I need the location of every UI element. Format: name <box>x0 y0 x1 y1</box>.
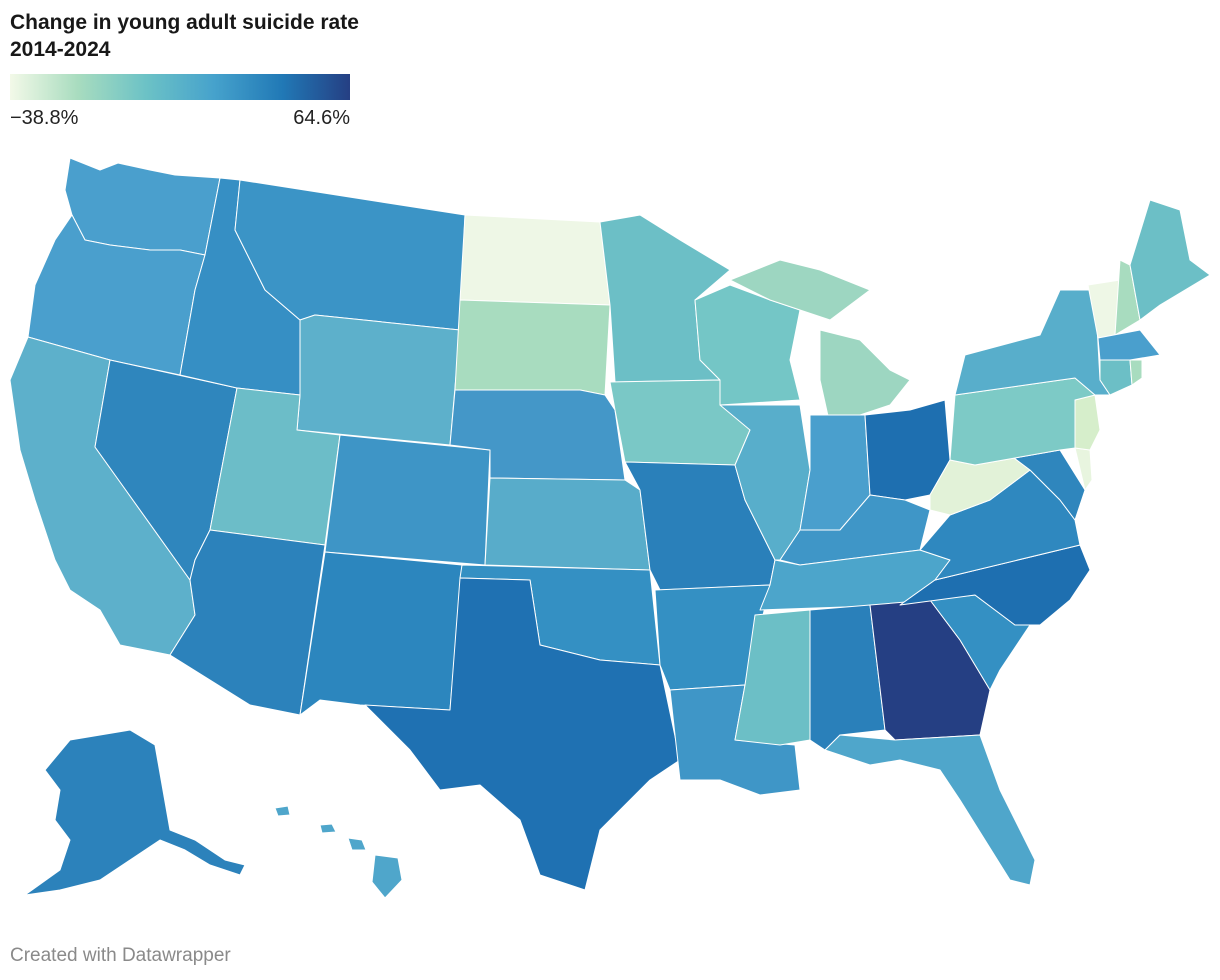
state-texas[interactable] <box>364 577 681 891</box>
state-maine[interactable] <box>1129 199 1211 321</box>
legend-gradient-bar <box>10 74 350 100</box>
us-choropleth-map <box>9 157 1211 899</box>
state-south-dakota[interactable] <box>454 299 611 396</box>
state-kansas[interactable] <box>484 477 651 571</box>
state-alaska[interactable] <box>24 729 246 896</box>
legend-min-label: −38.8% <box>10 107 79 129</box>
color-legend: −38.8% 64.6% <box>10 74 350 131</box>
state-arizona[interactable] <box>169 529 326 716</box>
state-new-jersey[interactable] <box>1074 394 1101 451</box>
state-rhode-island[interactable] <box>1129 359 1143 386</box>
state-florida[interactable] <box>824 734 1036 886</box>
state-connecticut[interactable] <box>1099 359 1133 396</box>
state-massachusetts[interactable] <box>1097 329 1161 361</box>
state-new-york[interactable] <box>954 289 1111 396</box>
state-hawaii[interactable] <box>274 805 403 899</box>
map-title: Change in young adult suicide rate 2014-… <box>10 11 359 61</box>
legend-max-label: 64.6% <box>293 107 350 129</box>
state-north-dakota[interactable] <box>459 214 611 306</box>
credit-footer: Created with Datawrapper <box>10 945 231 966</box>
state-colorado[interactable] <box>324 434 491 566</box>
state-wisconsin[interactable] <box>694 284 801 406</box>
state-wyoming[interactable] <box>296 314 461 446</box>
state-new-mexico[interactable] <box>299 551 463 716</box>
state-michigan[interactable] <box>729 259 911 426</box>
